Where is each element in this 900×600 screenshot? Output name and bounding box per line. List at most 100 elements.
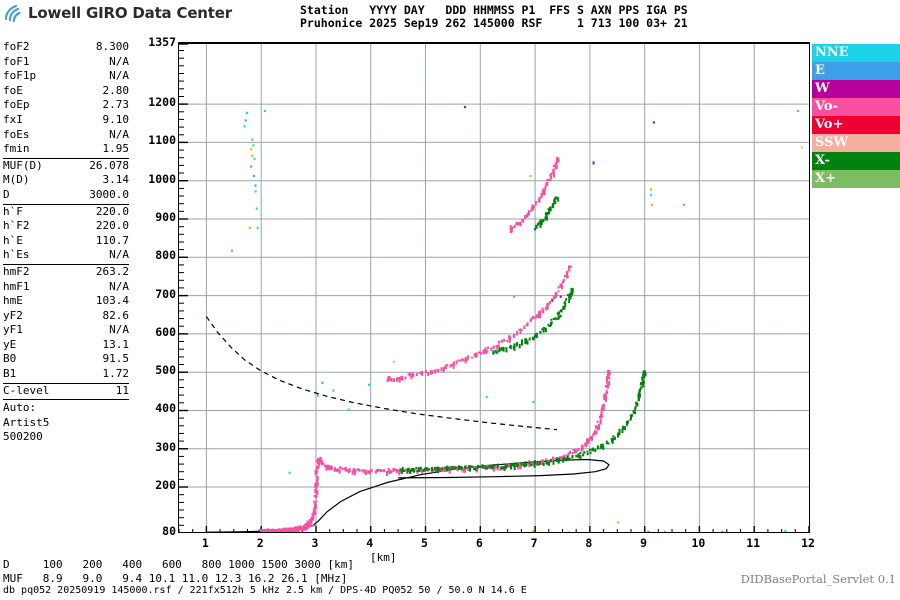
param-key: h`F [3, 204, 23, 218]
echo-point [601, 407, 603, 411]
echo-point [550, 175, 552, 180]
echo-point [535, 332, 538, 337]
echo-point [510, 465, 512, 470]
param-value: 1.72 [102, 367, 130, 381]
echo-point [513, 465, 516, 471]
echo-point [261, 530, 264, 532]
echo-point [520, 218, 523, 221]
echo-point [455, 360, 458, 365]
series-x-second-hop [492, 287, 574, 355]
echo-point [314, 470, 317, 476]
echo-point [444, 466, 447, 470]
legend-item-x[interactable]: X- [812, 152, 900, 170]
echo-point [379, 468, 382, 473]
param-group: MUF(D) 26.078 M(D) 3.14 D 3000.0 [3, 159, 129, 205]
echo-point [374, 470, 377, 474]
echo-point [330, 466, 333, 469]
legend-item-e[interactable]: E [812, 62, 900, 80]
echo-point [601, 404, 604, 409]
echo-point [513, 224, 516, 228]
echo-point [519, 328, 522, 332]
echo-point [281, 531, 284, 532]
x-axis-tick: 8 [585, 536, 593, 550]
echo-point [497, 349, 500, 353]
echo-point [327, 465, 330, 469]
echo-point [555, 292, 558, 296]
echo-point [506, 339, 509, 342]
echo-point [565, 458, 567, 462]
echo-point [566, 455, 569, 460]
echo-point [388, 469, 391, 475]
echo-point [449, 364, 452, 368]
echo-point [264, 531, 267, 532]
legend-item-x[interactable]: X+ [812, 170, 900, 188]
echo-point [569, 265, 571, 268]
muf-table-frequency-row: MUF 8.9 9.0 9.4 10.1 11.0 12.3 16.2 26.1… [3, 571, 348, 585]
echo-point [546, 182, 549, 186]
echo-point [639, 393, 641, 398]
echo-point [547, 323, 550, 327]
legend-item-ssw[interactable]: SSW [812, 134, 900, 152]
legend-item-w[interactable]: W [812, 80, 900, 98]
echo-point [579, 455, 582, 459]
echo-point [617, 432, 620, 435]
echo-point [430, 370, 433, 373]
station-header: Station YYYY DAY DDD HHMMSS P1 FFS S AXN… [300, 4, 688, 30]
legend-item-vo[interactable]: Vo+ [812, 116, 900, 134]
echo-point [485, 466, 488, 470]
echo-point [532, 205, 535, 209]
echo-point [562, 279, 565, 282]
ionogram-plot[interactable] [178, 42, 810, 533]
y-axis-tick: 900 [155, 209, 176, 224]
echo-point [415, 373, 418, 377]
autoscaler-note: Auto: Artist5 500200 [3, 399, 129, 445]
echo-point [352, 468, 355, 471]
echo-point [427, 468, 430, 471]
echo-point [427, 372, 430, 377]
echo-point [526, 340, 529, 345]
echo-point [602, 446, 605, 450]
echo-point [528, 463, 531, 468]
echo-point [515, 464, 518, 467]
echo-point [552, 164, 555, 168]
echo-point [571, 288, 574, 292]
echo-point [498, 347, 501, 352]
echo-point [545, 460, 548, 465]
echo-point [557, 197, 560, 202]
echo-point [526, 214, 529, 218]
echo-point [534, 201, 537, 203]
echo-point [433, 467, 436, 471]
echo-point [552, 168, 555, 172]
series-e-layer-vo- [260, 518, 312, 532]
echo-point [642, 371, 645, 376]
param-value: 82.6 [102, 308, 130, 322]
echo-point [309, 519, 312, 525]
param-row: foEp 2.73 [3, 98, 129, 113]
echo-point [538, 221, 541, 225]
echo-point [542, 326, 545, 330]
legend-item-nne[interactable]: NNE [812, 44, 900, 62]
echo-point [593, 430, 596, 433]
echo-point [519, 221, 522, 227]
echo-point [409, 373, 412, 376]
echo-point [593, 432, 596, 435]
series-x-yellow-noise [249, 148, 654, 532]
legend-item-vo[interactable]: Vo- [812, 98, 900, 116]
echo-point [509, 344, 512, 350]
param-value: 3000.0 [89, 187, 129, 201]
echo-point [509, 463, 512, 466]
echo-point [627, 420, 630, 423]
echo-point [554, 165, 557, 170]
echo-point [509, 225, 512, 230]
echo-point [312, 517, 315, 521]
param-row: M(D) 3.14 [3, 173, 129, 188]
echo-point [539, 313, 541, 319]
param-value: N/A [109, 323, 129, 337]
echo-point [503, 466, 506, 472]
y-axis-tick: 800 [155, 248, 176, 263]
echo-point [550, 318, 553, 321]
echo-point [555, 165, 558, 169]
echo-point [545, 216, 548, 221]
echo-point [564, 301, 566, 303]
echo-point [416, 470, 419, 473]
